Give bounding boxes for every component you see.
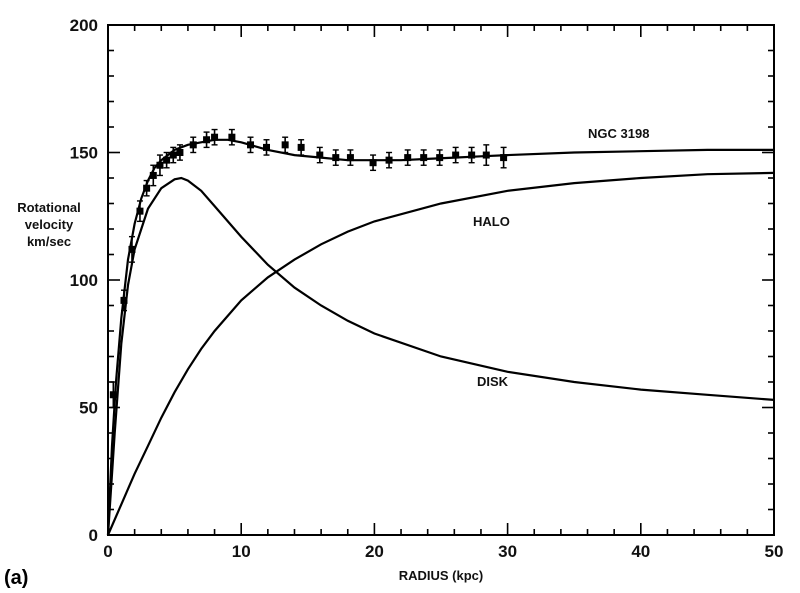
curve-halo xyxy=(106,171,775,536)
data-point xyxy=(332,149,340,166)
point-marker xyxy=(169,151,177,159)
point-marker xyxy=(143,184,151,192)
x-tick-label: 50 xyxy=(765,542,784,561)
tick-labels: 0 10 20 30 40 50 0 50 100 150 200 xyxy=(70,16,784,561)
data-point xyxy=(109,381,117,409)
point-marker xyxy=(263,143,271,151)
point-marker xyxy=(452,151,460,159)
point-marker xyxy=(482,151,490,159)
plot-frame xyxy=(107,24,775,536)
data-point xyxy=(452,146,460,164)
y-tick-label: 100 xyxy=(70,271,98,290)
point-marker xyxy=(149,171,157,179)
data-point xyxy=(203,131,211,149)
point-marker xyxy=(316,151,324,159)
series-label-disk: DISK xyxy=(477,374,509,389)
point-marker xyxy=(176,149,184,156)
point-marker xyxy=(203,136,211,144)
point-marker xyxy=(500,154,508,162)
y-tick-label: 150 xyxy=(70,144,98,163)
data-point xyxy=(468,146,476,164)
data-point xyxy=(189,136,197,154)
data-point xyxy=(247,136,255,154)
data-point xyxy=(316,146,324,164)
point-marker xyxy=(211,133,219,141)
y-tick-label: 200 xyxy=(70,16,98,35)
model-curves xyxy=(106,138,775,536)
data-point xyxy=(120,289,128,312)
point-marker xyxy=(385,156,393,164)
x-tick-label: 20 xyxy=(365,542,384,561)
y-tick-label: 0 xyxy=(89,526,98,545)
data-point xyxy=(263,139,271,156)
point-marker xyxy=(369,159,377,167)
point-marker xyxy=(163,156,171,164)
curve-disk xyxy=(106,176,775,536)
data-point xyxy=(163,151,171,169)
point-marker xyxy=(346,154,354,162)
point-marker xyxy=(247,141,255,149)
data-point xyxy=(143,179,151,197)
point-marker xyxy=(128,245,136,253)
data-point xyxy=(281,136,289,154)
point-marker xyxy=(420,154,428,162)
x-tick-label: 0 xyxy=(103,542,112,561)
y-axis-label-line3: km/sec xyxy=(27,234,71,249)
data-point xyxy=(500,146,508,169)
data-point xyxy=(369,154,377,172)
data-point xyxy=(482,144,490,166)
data-point xyxy=(404,149,412,166)
observed-points xyxy=(109,128,508,409)
data-point xyxy=(169,146,177,164)
y-tick-label: 50 xyxy=(79,399,98,418)
data-point xyxy=(128,235,136,263)
data-point xyxy=(385,151,393,169)
x-axis-label: RADIUS (kpc) xyxy=(399,568,484,583)
point-marker xyxy=(228,133,236,141)
data-point xyxy=(228,128,236,146)
panel-label: (a) xyxy=(4,567,28,589)
point-marker xyxy=(297,143,305,151)
point-marker xyxy=(189,141,197,149)
data-point xyxy=(176,144,184,161)
data-point xyxy=(420,149,428,166)
point-marker xyxy=(404,154,412,162)
x-tick-label: 40 xyxy=(631,542,650,561)
data-point xyxy=(346,149,354,166)
data-point xyxy=(211,128,219,146)
y-axis-label-line1: Rotational xyxy=(17,200,81,215)
point-marker xyxy=(120,296,128,304)
y-axis-label-line2: velocity xyxy=(25,217,74,232)
x-tick-label: 30 xyxy=(498,542,517,561)
series-label-halo: HALO xyxy=(473,214,510,229)
point-marker xyxy=(468,151,476,159)
data-point xyxy=(149,164,157,187)
data-point xyxy=(156,154,164,177)
data-point xyxy=(436,149,444,166)
point-marker xyxy=(156,161,164,169)
point-marker xyxy=(281,141,289,149)
point-marker xyxy=(109,391,117,399)
axis-ticks xyxy=(107,24,775,536)
point-marker xyxy=(136,207,144,215)
x-tick-label: 10 xyxy=(232,542,251,561)
point-marker xyxy=(332,154,340,162)
data-point xyxy=(136,200,144,223)
series-label-ngc3198: NGC 3198 xyxy=(588,126,649,141)
point-marker xyxy=(436,154,444,162)
data-point xyxy=(297,139,305,156)
